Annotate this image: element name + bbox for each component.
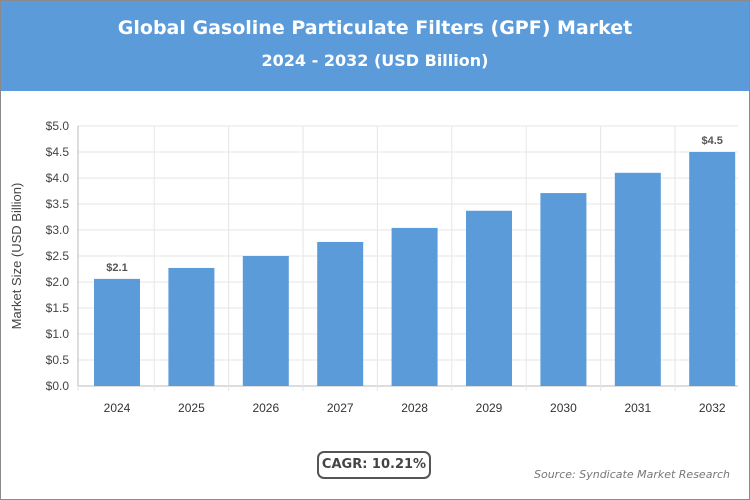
x-tick-label: 2030 bbox=[550, 401, 577, 415]
chart-header: Global Gasoline Particulate Filters (GPF… bbox=[1, 1, 749, 91]
chart-title: Global Gasoline Particulate Filters (GPF… bbox=[117, 17, 633, 39]
y-tick-label: $0.5 bbox=[46, 353, 70, 367]
y-tick-label: $1.0 bbox=[46, 327, 70, 341]
y-tick-label: $4.5 bbox=[46, 145, 70, 159]
bar-2029 bbox=[466, 210, 512, 386]
y-tick-label: $0.0 bbox=[46, 379, 70, 393]
x-tick-label: 2024 bbox=[104, 401, 131, 415]
bar-2026 bbox=[242, 256, 289, 386]
bar-2028 bbox=[391, 227, 438, 386]
bar-2031 bbox=[614, 172, 661, 386]
x-tick-label: 2027 bbox=[327, 401, 354, 415]
x-tick-label: 2029 bbox=[476, 401, 503, 415]
bar-2024 bbox=[94, 278, 140, 386]
cagr-badge: CAGR: 10.21% bbox=[317, 451, 431, 479]
bar-2030 bbox=[540, 193, 587, 386]
x-tick-label: 2026 bbox=[252, 401, 279, 415]
y-tick-label: $1.5 bbox=[46, 301, 70, 315]
y-tick-label: $2.0 bbox=[46, 275, 70, 289]
bar-2027 bbox=[317, 241, 364, 386]
y-tick-label: $4.0 bbox=[46, 171, 70, 185]
source-note: Source: Syndicate Market Research bbox=[534, 468, 730, 481]
data-label: $2.1 bbox=[106, 262, 127, 274]
y-tick-label: $3.0 bbox=[46, 223, 70, 237]
bar-2032 bbox=[689, 152, 736, 386]
x-tick-label: 2025 bbox=[178, 401, 205, 415]
chart-subtitle: 2024 - 2032 (USD Billion) bbox=[261, 51, 489, 70]
data-label: $4.5 bbox=[701, 135, 722, 147]
bar-2025 bbox=[168, 267, 215, 386]
y-tick-label: $5.0 bbox=[46, 119, 70, 133]
x-tick-label: 2032 bbox=[699, 401, 726, 415]
y-tick-label: $2.5 bbox=[46, 249, 70, 263]
x-tick-label: 2031 bbox=[624, 401, 651, 415]
y-tick-label: $3.5 bbox=[46, 197, 70, 211]
x-tick-label: 2028 bbox=[401, 401, 428, 415]
y-axis-label: Market Size (USD Billion) bbox=[9, 183, 24, 330]
